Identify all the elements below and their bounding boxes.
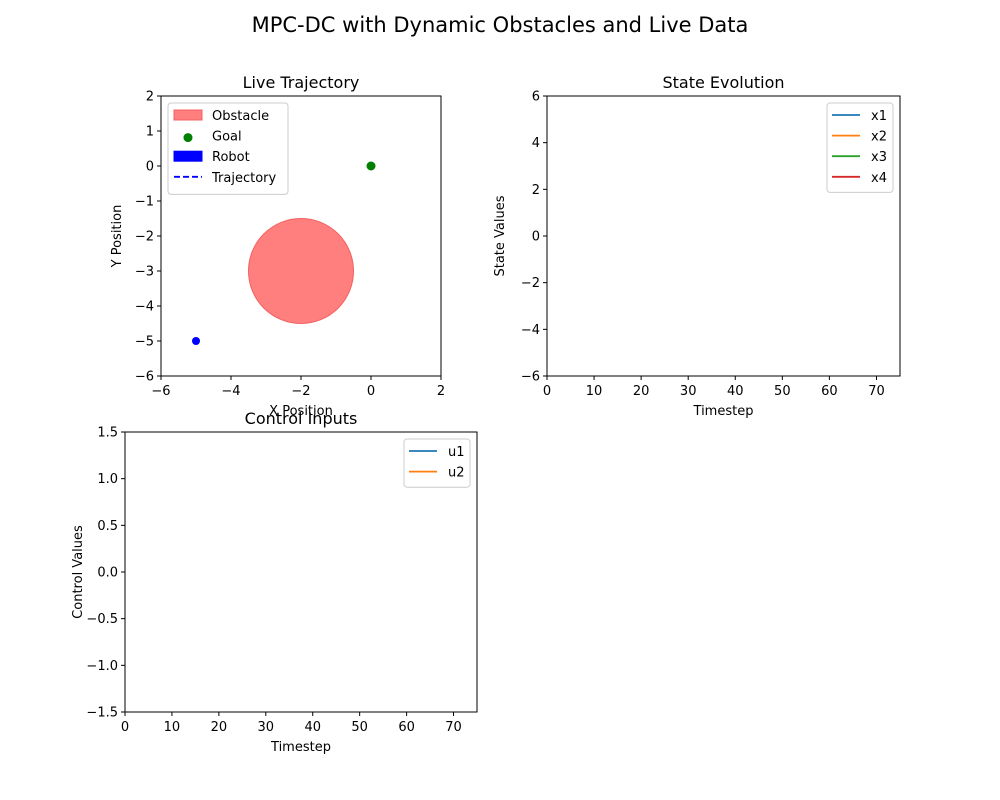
x-tick-label: 10 <box>586 384 603 399</box>
x-axis-label: Timestep <box>270 740 331 755</box>
y-axis-label: Control Values <box>71 525 86 619</box>
obstacle-circle <box>248 218 354 324</box>
x-axis-label: Timestep <box>693 404 754 419</box>
x-tick-label: 60 <box>821 384 838 399</box>
legend: Obstacle Goal Robot Trajectory <box>167 102 289 195</box>
legend-label: x2 <box>871 130 887 145</box>
legend-label: Obstacle <box>212 109 269 124</box>
robot-marker <box>192 337 200 345</box>
y-tick-label: 2 <box>532 183 540 198</box>
y-tick-label: 0.5 <box>97 519 118 534</box>
y-axis-label: State Values <box>493 195 508 276</box>
legend-swatch <box>173 150 203 162</box>
x-tick-label: 2 <box>437 384 445 399</box>
x-tick-label: 60 <box>398 720 415 735</box>
x-tick-label: 50 <box>774 384 791 399</box>
x-tick-label: −2 <box>291 384 310 399</box>
legend: x1 x2 x3 x4 <box>826 102 894 193</box>
y-tick-label: −3 <box>135 265 154 280</box>
y-axis-label: Y Position <box>110 205 125 269</box>
y-tick-label: −0.5 <box>86 612 118 627</box>
subplot-2: 0 10 20 30 40 50 60 70 −6 −4 −2 0 2 4 6 State Evolution… <box>493 73 901 419</box>
legend-swatch <box>173 109 203 121</box>
x-tick-label: 50 <box>351 720 368 735</box>
legend-box <box>826 102 894 193</box>
y-tick-label: 6 <box>532 90 540 105</box>
y-tick-label: −2 <box>135 230 154 245</box>
legend-box <box>167 102 289 195</box>
x-tick-label: 30 <box>680 384 697 399</box>
y-tick-label: 0.0 <box>97 566 118 581</box>
x-tick-label: 20 <box>633 384 650 399</box>
subplot-title: Live Trajectory <box>243 73 360 92</box>
x-axis-label: X Position <box>269 404 333 419</box>
x-tick-label: 0 <box>367 384 375 399</box>
y-tick-label: 0 <box>532 230 540 245</box>
y-tick-label: 1.0 <box>97 472 118 487</box>
y-tick-label: 4 <box>532 136 540 151</box>
subplot-title: State Evolution <box>662 73 784 92</box>
y-tick-label: 2 <box>146 90 154 105</box>
y-tick-label: 1.5 <box>97 426 118 441</box>
subplot-1: −6 −4 −2 0 2 −6 −5 −4 −3 −2 −1 0 1 2 Live Trajectory X … <box>110 73 445 419</box>
y-tick-label: −5 <box>135 335 154 350</box>
x-tick-label: 70 <box>445 720 462 735</box>
legend-label: Trajectory <box>211 171 276 186</box>
y-tick-label: 1 <box>146 125 154 140</box>
x-tick-label: 0 <box>121 720 129 735</box>
legend-label: x1 <box>871 109 887 124</box>
x-tick-label: 0 <box>543 384 551 399</box>
y-tick-label: 0 <box>146 160 154 175</box>
x-tick-label: 30 <box>258 720 275 735</box>
x-tick-label: −6 <box>151 384 170 399</box>
x-tick-label: −4 <box>221 384 240 399</box>
y-tick-label: −1 <box>135 195 154 210</box>
legend-label: Robot <box>212 150 250 165</box>
legend-label: Goal <box>212 130 242 145</box>
legend-label: u2 <box>448 466 465 481</box>
goal-marker <box>366 161 376 171</box>
y-tick-label: −1.0 <box>86 659 118 674</box>
legend-label: u1 <box>448 445 465 460</box>
y-tick-label: −4 <box>521 323 540 338</box>
legend-label: x4 <box>871 171 887 186</box>
y-tick-label: −2 <box>521 276 540 291</box>
y-tick-label: −4 <box>135 300 154 315</box>
legend-label: x3 <box>871 150 887 165</box>
x-tick-label: 40 <box>727 384 744 399</box>
y-tick-label: −6 <box>135 370 154 385</box>
x-tick-label: 70 <box>868 384 885 399</box>
y-tick-label: −1.5 <box>86 706 118 721</box>
subplot-3: 0 10 20 30 40 50 60 70 −1.5 −1.0 −0.5 0.0 0.5 1.0 1.5 C… <box>71 409 478 755</box>
y-tick-label: −6 <box>521 370 540 385</box>
axes-layer: −6 −4 −2 0 2 −6 −5 −4 −3 −2 −1 0 1 2 Live Trajectory X … <box>71 73 901 755</box>
plot-area <box>192 161 376 345</box>
figure-suptitle: MPC-DC with Dynamic Obstacles and Live D… <box>252 13 749 37</box>
x-tick-label: 20 <box>211 720 228 735</box>
subplot-title: Control Inputs <box>245 409 358 428</box>
x-tick-label: 40 <box>304 720 321 735</box>
legend-swatch <box>183 133 193 143</box>
x-tick-label: 10 <box>164 720 181 735</box>
